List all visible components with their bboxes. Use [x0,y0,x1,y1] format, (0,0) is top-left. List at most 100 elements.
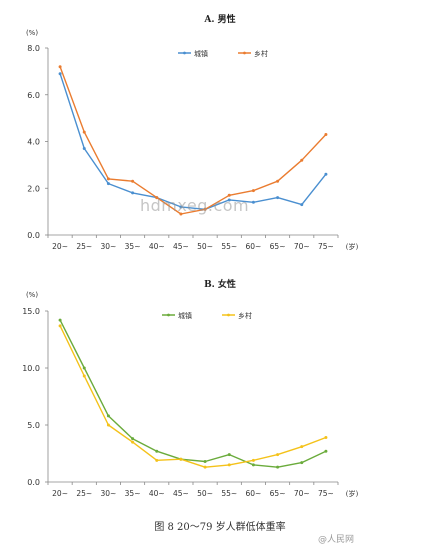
chart-title: A. 男性 [203,13,235,25]
data-point [58,324,62,328]
series-line-0 [59,73,327,211]
figure-caption: 图 8 20～79 岁人群低体重率 [154,522,286,533]
series-line-0 [59,319,327,468]
legend-label: 乡村 [238,311,252,320]
data-point [58,318,62,322]
x-tick-label: 45~ [173,489,189,498]
data-point [300,203,304,207]
x-tick-label: 30~ [101,489,117,498]
x-tick-label: 25~ [76,489,92,498]
data-point [155,196,159,200]
y-tick-label: 2.0 [27,184,40,193]
data-point [179,457,183,461]
chart-title: B. 女性 [204,278,236,290]
legend-label: 乡村 [254,49,268,58]
data-point [58,65,62,69]
data-point [131,191,135,195]
legend-marker [243,51,246,55]
data-point [82,130,86,134]
data-point [203,465,207,469]
x-tick-label: 40~ [149,242,165,251]
data-point [324,449,328,453]
data-point [203,207,207,211]
x-tick-label: 25~ [76,242,92,251]
data-point [276,196,280,200]
data-point [300,445,304,449]
data-point [131,437,135,441]
data-point [251,189,255,193]
x-tick-label: 65~ [270,242,286,251]
data-point [106,414,110,418]
data-point [324,172,328,176]
x-tick-label: 75~ [318,242,334,251]
x-tick-label: 70~ [294,242,310,251]
data-point [251,200,255,204]
y-unit-label: (%) [26,291,38,299]
series-line-1 [59,325,327,468]
series-line-1 [59,66,327,215]
y-tick-label: 15.0 [22,307,40,316]
y-tick-label: 4.0 [27,138,40,147]
x-tick-label: 70~ [294,489,310,498]
data-point [251,463,255,467]
legend-label: 城镇 [194,49,208,58]
y-tick-label: 6.0 [27,91,40,100]
data-point [58,72,62,76]
data-point [227,453,231,457]
x-tick-label: 20~ [52,242,68,251]
y-tick-label: 0.0 [27,231,40,240]
data-point [276,453,280,457]
data-point [324,132,328,136]
watermark-text: hdmxeg.com [140,196,250,215]
data-point [227,193,231,197]
data-point [106,177,110,181]
x-unit-label: (岁) [346,242,359,251]
weibo-mark: @人民网 [318,535,355,545]
y-tick-label: 0.0 [27,478,40,487]
x-tick-label: 45~ [173,242,189,251]
y-unit-label: (%) [26,29,38,37]
legend-marker [167,313,170,317]
x-tick-label: 35~ [125,242,141,251]
data-point [179,205,183,209]
x-unit-label: (岁) [346,489,359,498]
x-tick-label: 55~ [221,242,237,251]
y-tick-label: 10.0 [22,364,40,373]
x-tick-label: 60~ [246,489,262,498]
data-point [276,179,280,183]
y-tick-label: 5.0 [27,421,40,430]
x-tick-label: 50~ [197,489,213,498]
x-tick-label: 35~ [125,489,141,498]
data-point [227,198,231,202]
x-tick-label: 55~ [221,489,237,498]
chart-male: A. 男性 (%) 0.0 2.0 4.0 6.0 8.0 20~ 25~ 30~ 35~ 40~ 45… [26,13,359,251]
data-point [155,449,159,453]
data-point [131,179,135,183]
data-point [324,436,328,440]
data-point [82,366,86,370]
data-point [155,458,159,462]
data-point [82,374,86,378]
x-tick-label: 50~ [197,242,213,251]
data-point [276,465,280,469]
data-point [203,459,207,463]
legend-label: 城镇 [178,311,192,320]
data-point [227,463,231,467]
data-point [106,423,110,427]
x-tick-label: 65~ [270,489,286,498]
x-tick-label: 75~ [318,489,334,498]
data-point [131,440,135,444]
data-point [300,461,304,465]
data-point [300,158,304,162]
x-tick-label: 60~ [246,242,262,251]
x-tick-label: 30~ [101,242,117,251]
y-tick-label: 8.0 [27,44,40,53]
data-point [82,147,86,151]
data-point [179,212,183,216]
data-point [106,182,110,186]
x-tick-label: 20~ [52,489,68,498]
legend-marker [183,51,186,55]
x-tick-label: 40~ [149,489,165,498]
data-point [251,458,255,462]
